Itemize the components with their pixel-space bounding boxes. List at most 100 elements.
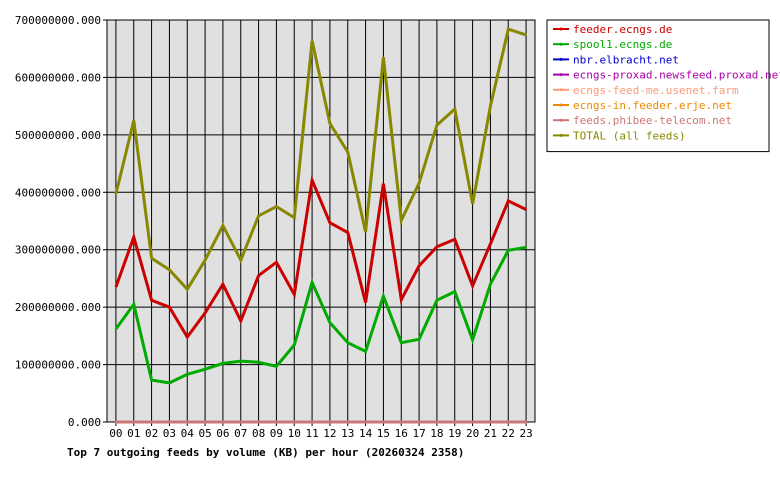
data-point [257, 274, 260, 277]
y-tick-label: 500000000.000 [15, 129, 101, 142]
data-point [436, 421, 438, 423]
data-point [364, 421, 367, 423]
y-tick-label: 300000000.000 [15, 244, 101, 257]
data-point [275, 365, 278, 368]
data-point [133, 421, 135, 423]
data-point [240, 360, 242, 362]
series-0 [114, 174, 527, 340]
data-point [168, 382, 171, 384]
data-point [204, 421, 206, 423]
x-tick-label: 17 [412, 427, 425, 440]
data-point [293, 216, 296, 219]
data-point [186, 373, 189, 376]
x-tick-label: 08 [252, 427, 265, 440]
data-point [454, 421, 456, 423]
legend-label: TOTAL (all feeds) [573, 129, 686, 142]
x-tick-label: 00 [109, 427, 122, 440]
legend-marker [559, 103, 563, 107]
legend-marker [559, 42, 563, 46]
data-point [507, 249, 510, 252]
data-point [471, 421, 474, 423]
data-point [329, 421, 331, 423]
data-point [115, 286, 117, 288]
data-point [168, 421, 171, 423]
data-point [150, 299, 153, 302]
x-tick-label: 22 [502, 427, 515, 440]
data-point [454, 238, 456, 241]
data-point [222, 362, 224, 365]
legend-label: ecngs-feed-me.usenet.farm [573, 84, 739, 97]
data-point [329, 122, 331, 125]
data-point [436, 246, 438, 248]
x-tick-label: 12 [323, 427, 336, 440]
x-tick-label: 23 [519, 427, 532, 440]
x-tick-label: 19 [448, 427, 461, 440]
data-point [507, 28, 510, 31]
legend-marker [559, 88, 563, 92]
data-point [400, 219, 403, 222]
y-tick-label: 200000000.000 [15, 301, 101, 314]
x-tick-label: 03 [163, 427, 176, 440]
data-point [382, 182, 385, 185]
chart-title: Top 7 outgoing feeds by volume (KB) per … [67, 446, 464, 459]
data-point [204, 312, 206, 314]
series-line [114, 27, 527, 292]
data-point [525, 246, 527, 249]
data-point [311, 39, 313, 42]
y-tick-label: 700000000.000 [15, 14, 101, 27]
y-tick-label: 600000000.000 [15, 71, 101, 84]
data-point [186, 421, 189, 423]
x-tick-label: 01 [127, 427, 140, 440]
legend-label: ecngs-proxad.newsfeed.proxad.net [573, 69, 780, 82]
data-point [507, 200, 510, 202]
data-point [347, 151, 349, 153]
y-tick-label: 0.000 [68, 416, 101, 429]
x-tick-label: 02 [145, 427, 158, 440]
data-point [329, 221, 331, 224]
data-point [454, 290, 456, 293]
x-tick-label: 07 [234, 427, 247, 440]
x-tick-label: 20 [466, 427, 479, 440]
data-point [275, 261, 278, 264]
legend-marker [559, 73, 563, 77]
x-tick-label: 21 [484, 427, 497, 440]
x-tick-label: 13 [341, 427, 354, 440]
data-point [418, 421, 420, 423]
series-6 [115, 420, 527, 424]
data-point [436, 124, 438, 126]
data-point [293, 421, 296, 423]
data-point [186, 336, 189, 338]
data-point [489, 421, 492, 423]
data-point [436, 299, 438, 302]
x-tick-label: 18 [430, 427, 443, 440]
data-point [186, 288, 189, 291]
x-tick-label: 15 [377, 427, 390, 440]
data-point [364, 231, 367, 233]
series-line [114, 174, 527, 340]
data-point [471, 203, 474, 205]
data-point [115, 193, 117, 195]
legend-label: ecngs-in.feeder.erje.net [573, 99, 732, 112]
data-point [168, 306, 171, 308]
series-7 [114, 27, 527, 292]
data-point [150, 421, 153, 423]
data-point [400, 298, 403, 301]
series-line [114, 245, 527, 385]
data-point [382, 421, 385, 423]
y-tick-label: 400000000.000 [15, 186, 101, 199]
data-point [525, 208, 527, 211]
data-point [311, 421, 313, 423]
x-tick-label: 05 [198, 427, 211, 440]
data-point [525, 34, 527, 36]
legend-box [546, 19, 770, 153]
x-tick-label: 04 [181, 427, 195, 440]
data-point [204, 368, 206, 371]
data-point [133, 303, 135, 306]
data-point [222, 283, 224, 286]
legend-marker [559, 57, 563, 61]
data-point [150, 379, 153, 381]
x-tick-label: 16 [395, 427, 408, 440]
x-tick-label: 10 [288, 427, 301, 440]
data-point [115, 421, 117, 423]
